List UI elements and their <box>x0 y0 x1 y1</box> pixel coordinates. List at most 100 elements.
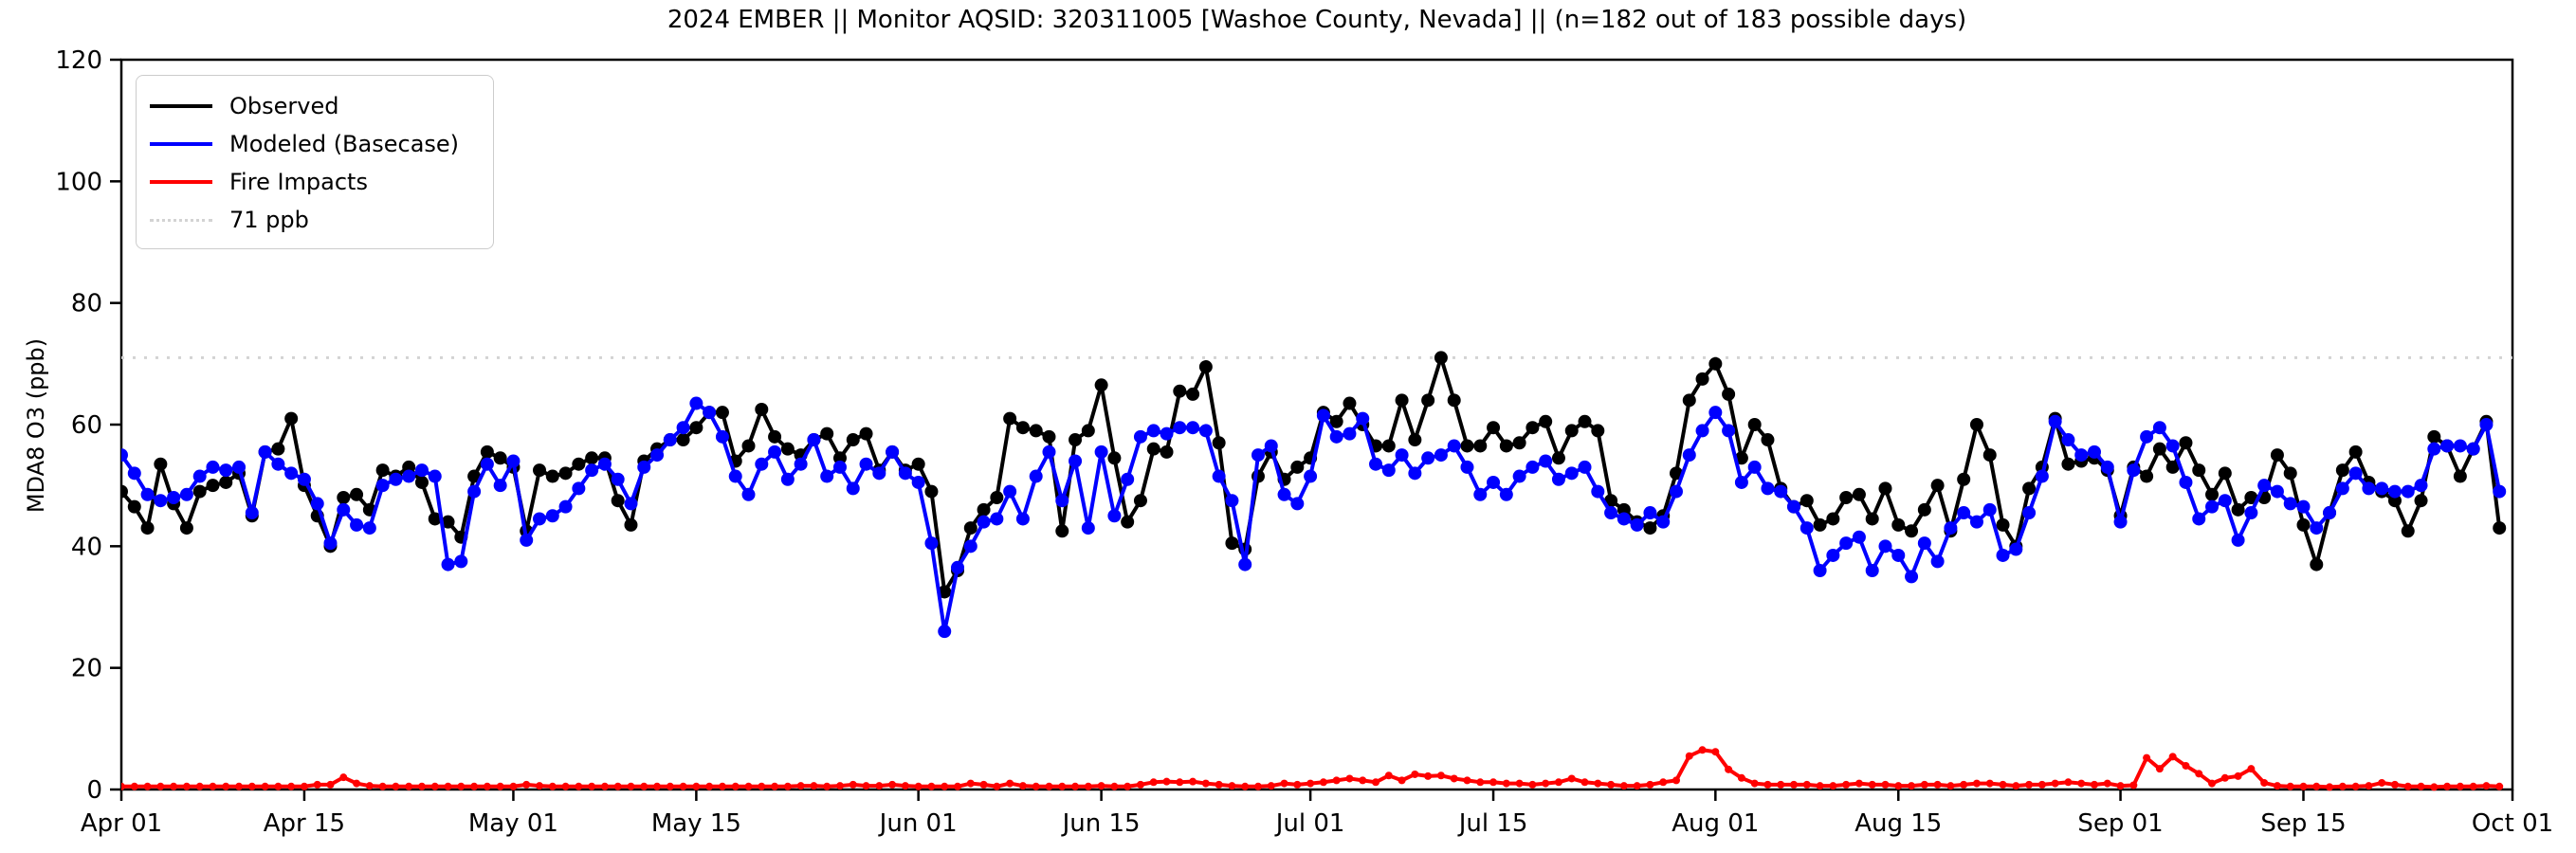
observed-marker <box>402 460 416 474</box>
modeled-basecase-marker <box>1121 472 1135 486</box>
fire-impacts-marker <box>222 782 230 790</box>
observed-marker <box>1839 491 1854 504</box>
fire-impacts-marker <box>2025 780 2034 789</box>
observed-marker <box>219 475 233 489</box>
modeled-basecase-marker <box>206 460 220 474</box>
observed-marker <box>1917 502 1931 517</box>
modeled-basecase-marker <box>2414 479 2428 493</box>
modeled-basecase-marker <box>2440 439 2455 453</box>
modeled-basecase-marker <box>1329 429 1343 444</box>
fire-impacts-marker <box>1436 771 1445 780</box>
observed-marker <box>140 521 155 535</box>
observed-marker <box>192 484 207 499</box>
fire-impacts-marker <box>2220 773 2229 782</box>
observed-marker <box>1865 512 1879 526</box>
x-tick-label: Aug 01 <box>1672 809 1759 838</box>
observed-marker <box>428 512 442 526</box>
x-tick-label: Jun 15 <box>1061 809 1141 838</box>
modeled-basecase-marker <box>428 469 442 483</box>
fire-impacts-marker <box>1463 776 1471 785</box>
observed-marker <box>1722 387 1736 401</box>
fire-impacts-marker <box>1894 782 1903 790</box>
observed-marker <box>206 479 220 493</box>
fire-impacts-marker <box>1162 777 1171 786</box>
modeled-basecase-marker <box>2323 506 2337 520</box>
modeled-basecase-marker <box>1826 548 1840 562</box>
fire-impacts-marker <box>2116 782 2125 790</box>
modeled-basecase-marker <box>597 457 612 471</box>
fire-impacts-marker <box>1097 782 1105 790</box>
fire-impacts-marker <box>1189 777 1197 786</box>
observed-marker <box>911 457 925 471</box>
modeled-basecase-marker <box>1865 564 1879 577</box>
fire-impacts-marker <box>1045 782 1053 790</box>
fire-impacts-marker <box>954 782 962 790</box>
fire-impacts-marker <box>1999 780 2007 789</box>
fire-impacts-marker <box>1881 780 1890 789</box>
fire-impacts-marker <box>2129 781 2138 789</box>
modeled-basecase-marker <box>846 481 860 496</box>
observed-marker <box>2022 481 2037 496</box>
observed-marker <box>676 433 690 447</box>
fire-impacts-marker <box>522 780 531 789</box>
modeled-basecase-marker <box>585 463 599 478</box>
fire-impacts-marker <box>1136 780 1144 789</box>
observed-marker <box>1969 418 1983 431</box>
fire-impacts-marker <box>1018 782 1027 790</box>
y-tick-label: 80 <box>71 290 102 318</box>
modeled-basecase-marker <box>297 472 311 486</box>
fire-impacts-marker <box>300 782 308 790</box>
observed-marker <box>1460 439 1474 453</box>
x-tick-label: Jun 01 <box>878 809 958 838</box>
modeled-basecase-marker <box>1094 445 1108 459</box>
modeled-basecase-marker <box>859 457 873 471</box>
modeled-basecase-marker <box>1878 539 1892 554</box>
modeled-basecase-marker <box>1460 460 1474 474</box>
observed-marker <box>1878 481 1892 496</box>
modeled-basecase-marker <box>1905 570 1919 584</box>
modeled-basecase-marker <box>1551 472 1565 486</box>
modeled-basecase-marker <box>2127 463 2141 478</box>
fire-impacts-marker <box>1685 752 1693 760</box>
modeled-basecase-marker <box>1251 448 1265 463</box>
modeled-basecase-marker <box>454 554 468 569</box>
observed-marker <box>1800 494 1814 508</box>
modeled-basecase-marker <box>2035 469 2049 483</box>
fire-impacts-marker <box>979 780 988 789</box>
modeled-basecase-marker <box>167 491 181 504</box>
modeled-basecase-marker <box>545 509 559 523</box>
fire-impacts-marker <box>1332 776 1341 785</box>
fire-impacts-marker <box>810 782 818 790</box>
modeled-basecase-marker <box>886 445 900 459</box>
observed-marker <box>2427 429 2441 444</box>
fire-impacts-marker <box>2077 779 2086 788</box>
fire-impacts-marker <box>2208 779 2217 788</box>
observed-marker <box>1512 436 1526 450</box>
modeled-basecase-marker <box>1669 484 1683 499</box>
fire-impacts-marker <box>862 782 870 790</box>
observed-marker <box>1982 448 1997 463</box>
y-axis-title: MDA8 O3 (ppb) <box>23 337 49 514</box>
modeled-basecase-marker <box>1982 502 1997 517</box>
observed-marker <box>715 406 729 420</box>
modeled-basecase-marker <box>1290 497 1305 511</box>
modeled-basecase-marker <box>1198 424 1213 438</box>
fire-impacts-marker <box>1280 779 1288 788</box>
modeled-basecase-marker <box>1069 454 1083 468</box>
modeled-basecase-marker <box>1133 429 1147 444</box>
fire-impacts-marker <box>588 782 596 790</box>
legend-line-sample <box>150 180 212 184</box>
fire-impacts-marker <box>430 782 439 790</box>
fire-impacts-marker <box>182 782 191 790</box>
observed-marker <box>1408 433 1422 447</box>
fire-impacts-marker <box>1908 782 1916 790</box>
fire-impacts-marker <box>1580 778 1589 787</box>
observed-marker <box>938 585 952 599</box>
observed-marker <box>572 457 586 471</box>
modeled-basecase-marker <box>219 463 233 478</box>
modeled-basecase-marker <box>2152 421 2166 435</box>
fire-impacts-marker <box>1398 776 1406 785</box>
observed-marker <box>1526 421 1540 435</box>
modeled-basecase-marker <box>2310 521 2324 535</box>
